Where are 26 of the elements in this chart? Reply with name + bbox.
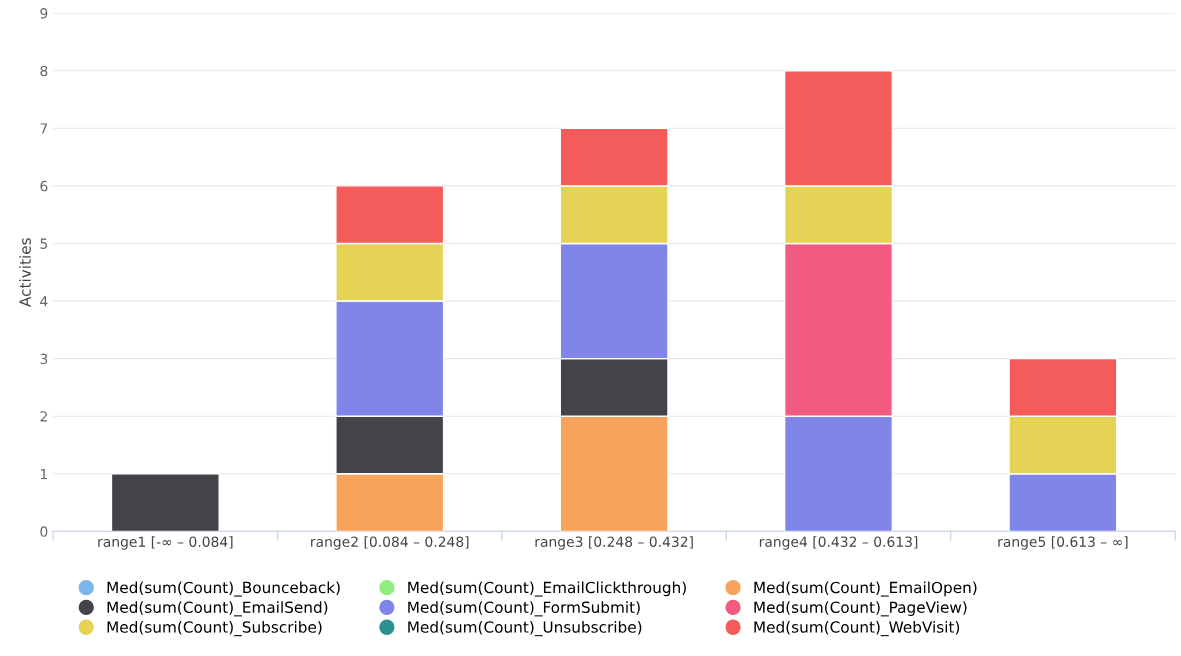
x-tick-label: range4 [0.432 – 0.613] [759, 536, 918, 550]
x-tick-label: range5 [0.613 – ∞] [998, 536, 1128, 550]
bar [110, 473, 220, 532]
legend-label: Med(sum(Count)_FormSubmit) [408, 601, 640, 617]
legend-label: Med(sum(Count)_WebVisit) [754, 620, 960, 637]
legend-label: Med(sum(Count)_PageView) [754, 601, 967, 617]
y-tick-label: 3 [40, 353, 48, 365]
x-tick-label: range3 [0.248 – 0.432] [535, 536, 693, 550]
y-axis-title: Activities [19, 238, 31, 307]
legend-label: Med(sum(Count)_EmailSend) [107, 601, 328, 617]
y-tick-label: 5 [40, 238, 48, 249]
y-tick-label: 1 [40, 468, 47, 480]
y-tick-label: 0 [40, 526, 48, 537]
legend-label: Med(sum(Count)_Bounceback) [107, 581, 340, 597]
legend-label: Med(sum(Count)_EmailOpen) [754, 581, 977, 597]
legend-label: Med(sum(Count)_Subscribe) [107, 620, 322, 637]
legend-label: Med(sum(Count)_EmailClickthrough) [408, 581, 686, 597]
legend-label: Med(sum(Count)_Unsubscribe) [408, 620, 642, 637]
y-tick-label: 6 [40, 180, 48, 192]
y-tick-label: 9 [40, 8, 48, 19]
y-tick-label: 2 [40, 411, 47, 422]
y-tick-label: 7 [40, 123, 48, 134]
x-tick-label: range1 [-∞ – 0.084] [98, 536, 233, 550]
y-tick-label: 8 [40, 65, 48, 77]
y-tick-label: 4 [40, 296, 48, 307]
x-tick-label: range2 [0.084 – 0.248] [311, 536, 469, 550]
